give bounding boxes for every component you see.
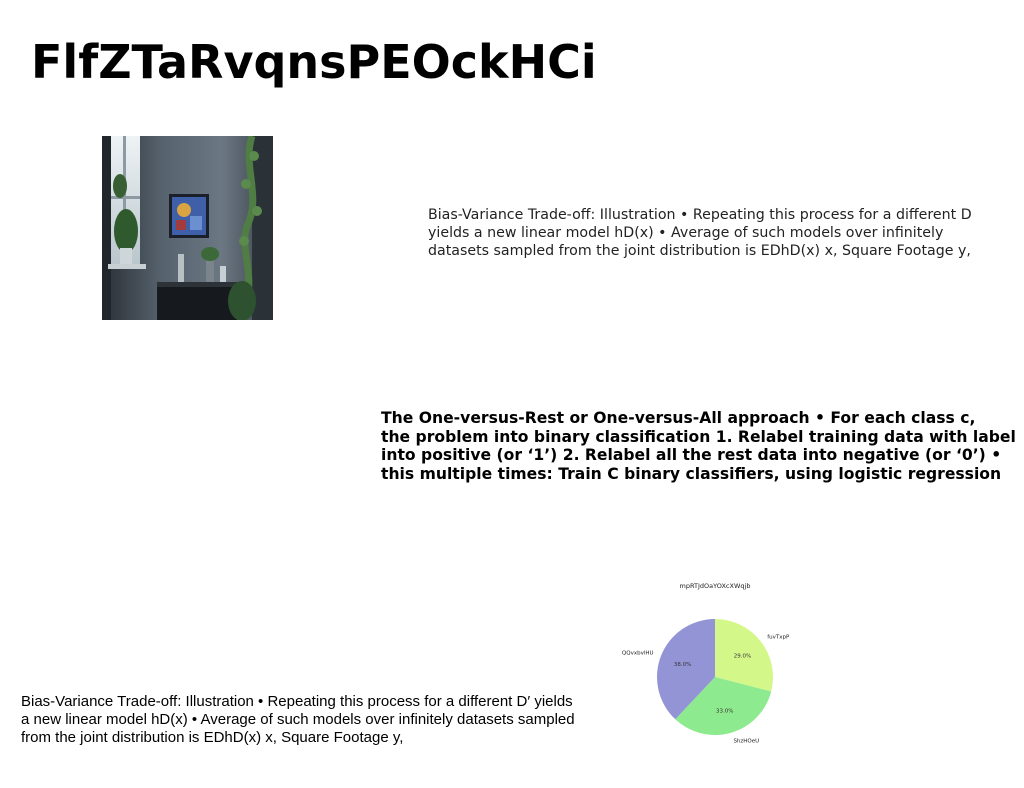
pie-category-label: QQvxbvlHU [622, 651, 654, 657]
text-line: this multiple times: Train C binary clas… [381, 465, 1021, 484]
pie-value-label: 33.0% [716, 708, 733, 714]
text-block-bias-variance-2: Bias-Variance Trade-off: Illustration • … [21, 693, 581, 747]
room-photo [102, 136, 273, 320]
pie-category-label: ShzHOeU [733, 738, 759, 744]
pie-chart: mpRTJdOaYOXcXWqjb fuvTxpP 29.0% ShzHOeU 33.… [610, 572, 820, 772]
text-block-one-vs-rest: The One-versus-Rest or One-versus-All ap… [381, 409, 1021, 483]
pie-chart-svg: mpRTJdOaYOXcXWqjb fuvTxpP 29.0% ShzHOeU 33.… [610, 572, 820, 772]
page-title: FlfZTaRvqnsPEOckHCi [31, 34, 597, 90]
text-line: into positive (or ‘1’) 2. Relabel all th… [381, 446, 1021, 465]
pie-value-label: 29.0% [734, 654, 751, 660]
pie-category-label: fuvTxpP [767, 634, 790, 640]
pie-value-label: 38.0% [674, 662, 691, 668]
text-block-bias-variance-1: Bias-Variance Trade-off: Illustration • … [428, 206, 988, 260]
text-line: The One-versus-Rest or One-versus-All ap… [381, 409, 1021, 428]
interior-room-photo-icon [102, 136, 273, 320]
text-line: the problem into binary classification 1… [381, 428, 1021, 447]
chart-title: mpRTJdOaYOXcXWqjb [680, 582, 751, 590]
